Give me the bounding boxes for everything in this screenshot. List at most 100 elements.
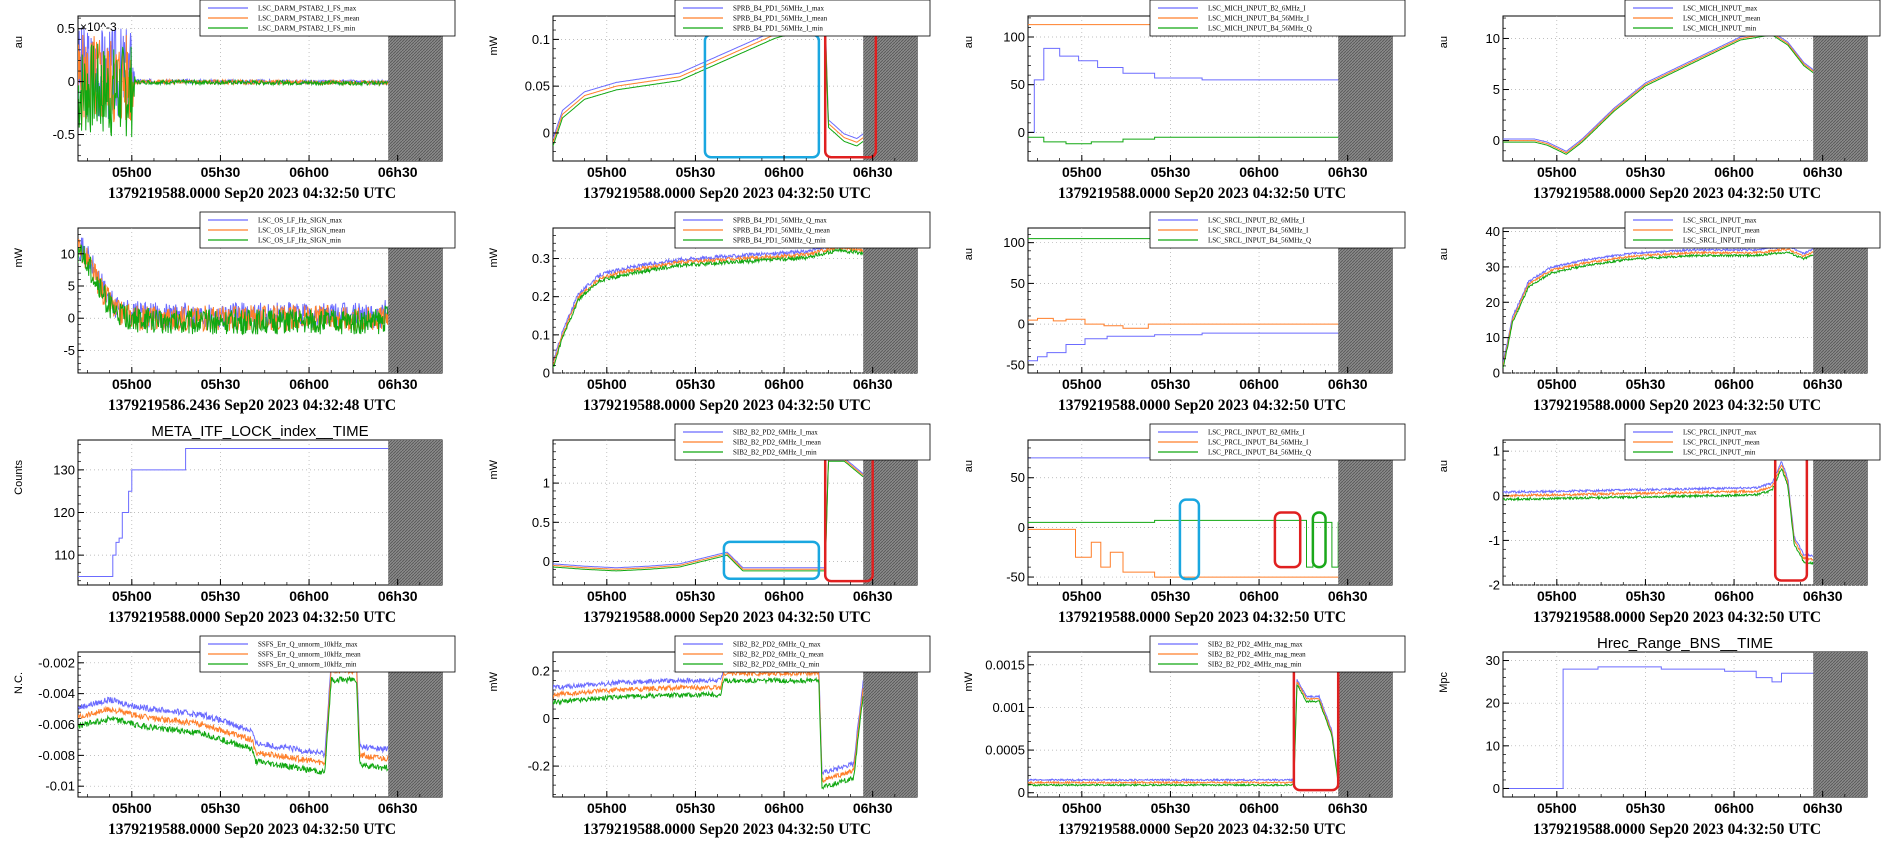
highlight-box: [1178, 498, 1201, 581]
chart-footer: 1379219588.0000 Sep20 2023 04:32:50 UTC: [1533, 185, 1821, 202]
legend-label: SIB2_B2_PD2_4MHz_mag_mean: [1208, 651, 1306, 659]
legend-label: SSFS_Err_Q_unnorm_10kHz_max: [258, 641, 358, 649]
y-tick-label: -0.2: [528, 759, 550, 774]
x-tick-label: 05h00: [112, 800, 152, 816]
chart-footer: 1379219588.0000 Sep20 2023 04:32:50 UTC: [583, 821, 871, 838]
series-line-min: [553, 247, 864, 368]
legend-label: LSC_SRCL_INPUT_mean: [1683, 227, 1760, 235]
series-line-a: [1503, 666, 1867, 789]
y-tick-label: 50: [1011, 77, 1025, 92]
x-tick-label: 06h00: [289, 376, 329, 392]
x-tick-label: 06h00: [1714, 376, 1754, 392]
chart-panel: -0.002 -0.004 -0.006 -0.008 -0.01 05h00 05h30 0…: [0, 635, 475, 848]
chart-panel: 40 30 20 10 0 05h00 05h30 06h00 06h30 au LSC_SRCL_…: [1425, 211, 1900, 424]
y-tick-label: -1: [1488, 533, 1500, 548]
x-tick-label: 06h30: [1803, 588, 1843, 604]
no-data-region: [388, 440, 442, 585]
legend-label: LSC_OS_LF_Hz_SIGN_min: [258, 237, 341, 245]
y-tick-label: -0.002: [38, 655, 75, 670]
x-tick-label: 05h00: [587, 164, 627, 180]
y-axis-label: mW: [488, 459, 500, 479]
x-tick-label: 05h00: [1537, 800, 1577, 816]
y-tick-label: 100: [1003, 235, 1025, 250]
x-tick-label: 05h30: [201, 376, 241, 392]
x-tick-label: 05h00: [1537, 376, 1577, 392]
y-tick-label: 20: [1486, 696, 1500, 711]
y-axis-label: au: [963, 36, 975, 48]
legend-label: SSFS_Err_Q_unnorm_10kHz_mean: [258, 651, 361, 659]
plot-frame: [552, 15, 918, 162]
y-tick-label: 10: [1486, 330, 1500, 345]
y-tick-label: 130: [53, 462, 75, 477]
legend-box: [1149, 423, 1406, 461]
y-tick-label: 0: [1018, 785, 1025, 800]
plot-frame: [1502, 651, 1868, 798]
y-tick-label: 20: [1486, 295, 1500, 310]
y-tick-label: -50: [1006, 570, 1025, 585]
series-line-min: [78, 675, 389, 776]
plot-frame: [77, 15, 443, 162]
series-line-min: [78, 43, 389, 138]
chart-panel: 100 50 0 05h00 05h30 06h00 06h30 au LSC_MICH_INP…: [950, 0, 1425, 212]
legend-label: SIB2_B2_PD2_4MHz_mag_min: [1208, 661, 1302, 669]
no-data-region: [388, 228, 442, 373]
y-tick-label: 0: [543, 554, 550, 569]
series-line-a: [78, 448, 442, 577]
no-data-region: [388, 652, 442, 797]
x-tick-label: 05h30: [1151, 376, 1191, 392]
legend-label: SIB2_B2_PD2_4MHz_mag_max: [1208, 641, 1303, 649]
x-tick-label: 06h00: [764, 800, 804, 816]
chart-svg: 10 5 0 -5 05h00 05h30 06h00 06h30 mW LSC_OS_LF_Hz…: [13, 211, 456, 414]
y-tick-label: 0.1: [532, 327, 550, 342]
x-tick-label: 06h00: [1239, 588, 1279, 604]
y-tick-label: 10: [61, 246, 75, 261]
no-data-region: [863, 16, 917, 161]
plot-frame: [1027, 15, 1393, 162]
y-tick-label: 0: [1018, 125, 1025, 140]
y-axis-label: mW: [13, 247, 25, 267]
x-tick-label: 05h00: [587, 588, 627, 604]
chart-svg: 10 5 0 05h00 05h30 06h00 06h30 au LSC_MICH_INPUT…: [1438, 0, 1881, 202]
legend-label: LSC_PRCL_INPUT_B4_56MHz_Q: [1208, 449, 1311, 457]
x-tick-label: 06h00: [764, 164, 804, 180]
series-line-b: [1028, 317, 1392, 329]
legend-label: LSC_PRCL_INPUT_max: [1683, 429, 1757, 437]
x-tick-label: 05h00: [1062, 164, 1102, 180]
series-line-min: [1503, 34, 1814, 155]
legend-label: LSC_SRCL_INPUT_max: [1683, 217, 1757, 225]
x-tick-label: 06h00: [289, 164, 329, 180]
chart-footer: 1379219588.0000 Sep20 2023 04:32:50 UTC: [1533, 397, 1821, 414]
series-line-min: [553, 460, 864, 572]
y-tick-label: 0.5: [57, 21, 75, 36]
x-tick-label: 06h30: [1803, 800, 1843, 816]
chart-svg: -0.002 -0.004 -0.006 -0.008 -0.01 05h00 05h30 0…: [13, 635, 456, 838]
y-tick-label: 5: [1493, 82, 1500, 97]
chart-panel: 0.5 0 -0.5 05h00 05h30 06h00 06h30 au ×10^-3 LSC_…: [0, 0, 475, 212]
series-line-max: [553, 457, 864, 569]
chart-svg: 0.1 0.05 0 05h00 05h30 06h00 06h30 mW SPRB_B4_PD…: [488, 0, 931, 202]
chart-panel: 0.3 0.2 0.1 0 05h00 05h30 06h00 06h30 mW SPRB_B4_…: [475, 211, 950, 424]
chart-footer: 1379219588.0000 Sep20 2023 04:32:50 UTC: [1533, 821, 1821, 838]
legend-label: SPRB_B4_PD1_56MHz_I_mean: [733, 15, 828, 23]
series-line-max: [1503, 461, 1814, 557]
chart-footer: 1379219586.2436 Sep20 2023 04:32:48 UTC: [108, 397, 396, 414]
y-tick-label: 0.3: [532, 251, 550, 266]
series-line-max: [1503, 244, 1814, 365]
y-tick-label: -5: [63, 343, 75, 358]
plot-frame: [1502, 15, 1868, 162]
x-tick-label: 05h30: [676, 164, 716, 180]
chart-panel: 0.1 0.05 0 05h00 05h30 06h00 06h30 mW SPRB_B4_PD…: [475, 0, 950, 212]
y-tick-label: 0: [68, 311, 75, 326]
chart-panel: 10 5 0 05h00 05h30 06h00 06h30 au LSC_MICH_INPUT…: [1425, 0, 1900, 212]
x-tick-label: 05h30: [1151, 588, 1191, 604]
x-tick-label: 05h00: [1062, 800, 1102, 816]
y-axis-label: au: [1438, 460, 1450, 472]
chart-panel: 1 0.5 0 05h00 05h30 06h00 06h30 mW SIB2_B2_PD2_6…: [475, 423, 950, 636]
x-tick-label: 06h00: [1714, 164, 1754, 180]
y-tick-label: 30: [1486, 259, 1500, 274]
legend-label: LSC_SRCL_INPUT_B4_56MHz_Q: [1208, 237, 1311, 245]
no-data-region: [1338, 652, 1392, 797]
no-data-region: [1813, 16, 1867, 161]
legend-label: SPRB_B4_PD1_56MHz_Q_max: [733, 217, 827, 225]
y-tick-label: -2: [1488, 578, 1500, 593]
